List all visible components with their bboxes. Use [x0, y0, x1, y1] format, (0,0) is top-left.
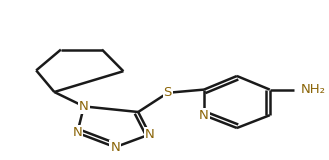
Text: S: S [164, 86, 172, 99]
Text: NH₂: NH₂ [301, 83, 326, 96]
Text: N: N [79, 100, 89, 113]
Text: N: N [110, 141, 120, 154]
Text: N: N [145, 128, 155, 141]
Text: N: N [199, 109, 209, 122]
Text: N: N [72, 126, 82, 139]
